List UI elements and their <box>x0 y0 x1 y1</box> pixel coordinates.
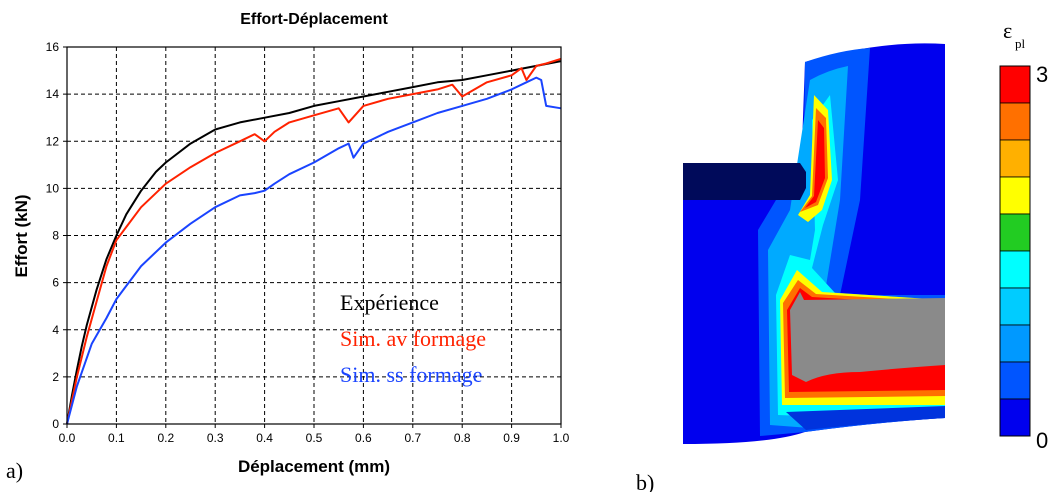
colorbar-cell <box>999 250 1031 289</box>
y-axis-label: Effort (kN) <box>12 194 31 277</box>
contour-plot <box>683 43 945 444</box>
legend-entry-sim-av-formage: Sim. av formage <box>340 326 486 351</box>
color-legend: ε pl 3 0 <box>999 18 1048 453</box>
y-tick-label: 12 <box>46 134 60 148</box>
colorbar-cell <box>999 65 1031 104</box>
colorbar-cell <box>999 361 1031 400</box>
legend-symbol: ε <box>1003 18 1012 43</box>
x-tick-labels: 0.0 0.1 0.2 0.3 0.4 0.5 0.6 0.7 0.8 0.9 1.0 <box>59 431 570 445</box>
legend-subscript: pl <box>1015 36 1026 51</box>
series-line-1 <box>66 57 562 425</box>
y-tick-label: 6 <box>52 276 59 290</box>
series-lines <box>66 57 562 425</box>
x-tick-label: 0.5 <box>306 431 323 445</box>
x-tick-label: 0.7 <box>404 431 421 445</box>
colorbar-cell <box>999 102 1031 141</box>
force-displacement-chart: 0.0 0.1 0.2 0.3 0.4 0.5 0.6 0.7 0.8 0.9 1.0 0 2 4 6 8 1… <box>6 11 570 483</box>
x-axis-label: Déplacement (mm) <box>238 457 390 476</box>
legend: Expérience Sim. av formage Sim. ss forma… <box>340 290 486 387</box>
colorbar-cell <box>999 324 1031 363</box>
x-tick-label: 0.3 <box>207 431 224 445</box>
panel-b-label: b) <box>636 470 654 492</box>
x-tick-label: 0.9 <box>503 431 520 445</box>
x-tick-label: 0.2 <box>157 431 174 445</box>
y-tick-label: 10 <box>46 181 60 195</box>
y-tick-labels: 0 2 4 6 8 10 12 14 16 <box>46 40 60 431</box>
x-tick-label: 0.1 <box>108 431 125 445</box>
x-tick-label: 1.0 <box>553 431 570 445</box>
chart-title: Effort-Déplacement <box>240 11 388 28</box>
series-line-0 <box>66 60 562 425</box>
tick-marks <box>63 46 562 428</box>
colorbar-cell <box>999 139 1031 178</box>
grid-lines <box>67 47 561 424</box>
legend-max-label: 3 <box>1036 62 1048 87</box>
colorbar-cell <box>999 213 1031 252</box>
panel-a-label: a) <box>6 458 23 483</box>
strain-contour-figure: ε pl 3 0 b) <box>636 18 1048 492</box>
y-tick-label: 14 <box>46 87 60 101</box>
colorbar-frame <box>999 65 1031 437</box>
base-edge-shade <box>786 406 945 430</box>
y-tick-label: 16 <box>46 40 60 54</box>
colorbar <box>999 65 1031 437</box>
colorbar-cell <box>999 176 1031 215</box>
x-tick-label: 0.4 <box>256 431 273 445</box>
contour-band-6-upper <box>805 120 825 208</box>
colorbar-cell <box>999 287 1031 326</box>
upper-flange-block <box>683 163 806 200</box>
y-tick-label: 0 <box>52 417 59 431</box>
y-tick-label: 8 <box>52 229 59 243</box>
legend-min-label: 0 <box>1036 428 1048 453</box>
x-tick-label: 0.8 <box>454 431 471 445</box>
colorbar-cell <box>999 398 1031 437</box>
y-tick-label: 2 <box>52 370 59 384</box>
x-tick-label: 0.0 <box>59 431 76 445</box>
legend-entry-sim-ss-formage: Sim. ss formage <box>340 362 482 387</box>
x-tick-label: 0.6 <box>355 431 372 445</box>
bore-surface <box>790 292 945 382</box>
y-tick-label: 4 <box>52 323 59 337</box>
series-line-2 <box>66 76 562 425</box>
legend-entry-experience: Expérience <box>340 290 439 315</box>
